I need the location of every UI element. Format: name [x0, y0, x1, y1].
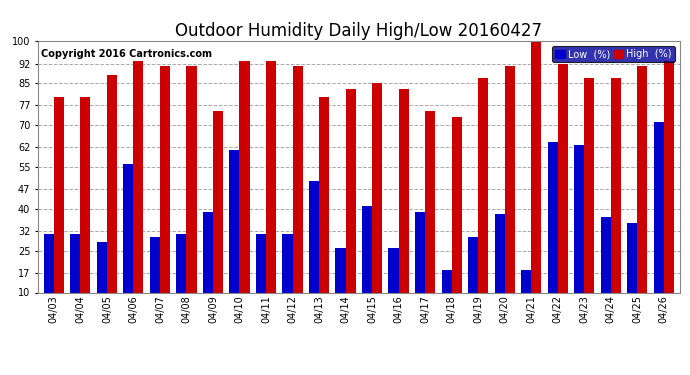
- Bar: [133, 61, 144, 292]
- Bar: [531, 41, 541, 292]
- Bar: [504, 66, 515, 292]
- Bar: [346, 89, 355, 292]
- Bar: [160, 66, 170, 292]
- Bar: [229, 150, 239, 292]
- Bar: [256, 234, 266, 292]
- Bar: [177, 234, 186, 292]
- Bar: [627, 223, 638, 292]
- Bar: [388, 248, 399, 292]
- Bar: [584, 78, 594, 292]
- Bar: [600, 217, 611, 292]
- Bar: [611, 78, 621, 292]
- Bar: [43, 234, 54, 292]
- Bar: [425, 111, 435, 292]
- Bar: [203, 211, 213, 292]
- Bar: [468, 237, 478, 292]
- Bar: [548, 142, 558, 292]
- Bar: [495, 214, 504, 292]
- Bar: [107, 75, 117, 292]
- Bar: [415, 211, 425, 292]
- Bar: [239, 61, 250, 292]
- Legend: Low  (%), High  (%): Low (%), High (%): [552, 46, 675, 62]
- Bar: [266, 61, 276, 292]
- Bar: [124, 164, 133, 292]
- Bar: [80, 97, 90, 292]
- Bar: [452, 117, 462, 292]
- Bar: [638, 66, 647, 292]
- Bar: [309, 181, 319, 292]
- Bar: [54, 97, 64, 292]
- Bar: [653, 122, 664, 292]
- Bar: [558, 64, 568, 292]
- Bar: [97, 242, 107, 292]
- Bar: [150, 237, 160, 292]
- Title: Outdoor Humidity Daily High/Low 20160427: Outdoor Humidity Daily High/Low 20160427: [175, 22, 542, 40]
- Bar: [335, 248, 346, 292]
- Bar: [442, 270, 452, 292]
- Bar: [521, 270, 531, 292]
- Bar: [186, 66, 197, 292]
- Bar: [70, 234, 80, 292]
- Bar: [399, 89, 408, 292]
- Bar: [319, 97, 329, 292]
- Bar: [372, 83, 382, 292]
- Bar: [574, 144, 584, 292]
- Text: Copyright 2016 Cartronics.com: Copyright 2016 Cartronics.com: [41, 49, 212, 59]
- Bar: [664, 61, 674, 292]
- Bar: [293, 66, 303, 292]
- Bar: [282, 234, 293, 292]
- Bar: [478, 78, 489, 292]
- Bar: [213, 111, 223, 292]
- Bar: [362, 206, 372, 292]
